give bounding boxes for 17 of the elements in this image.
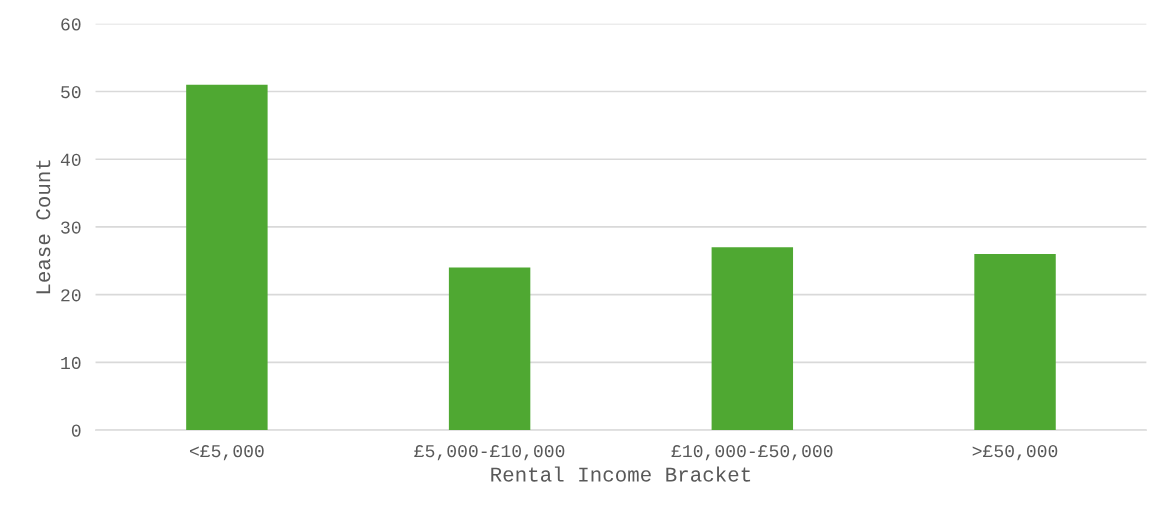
y-tick-label: 20 xyxy=(61,289,81,302)
x-tick-label: £10,000-£50,000 xyxy=(671,445,833,461)
y-tick-label: 50 xyxy=(61,85,81,99)
y-tick-label: 40 xyxy=(60,153,81,166)
bar xyxy=(448,267,531,431)
x-tick-label: >£50,000 xyxy=(972,445,1058,461)
y-tick-label: 0 xyxy=(71,424,81,437)
x-axis-title: Rental Income Bracket xyxy=(491,466,751,482)
bar xyxy=(186,84,268,431)
y-axis-title: Lease Count xyxy=(36,160,51,294)
bar xyxy=(711,247,794,431)
y-tick-label: 10 xyxy=(61,356,81,370)
x-tick-label: £5,000-£10,000 xyxy=(414,445,565,461)
y-tick-label: 30 xyxy=(61,221,81,234)
bar xyxy=(974,254,1056,431)
y-tick-label: 60 xyxy=(61,18,81,31)
x-tick-label: <£5,000 xyxy=(189,445,264,461)
